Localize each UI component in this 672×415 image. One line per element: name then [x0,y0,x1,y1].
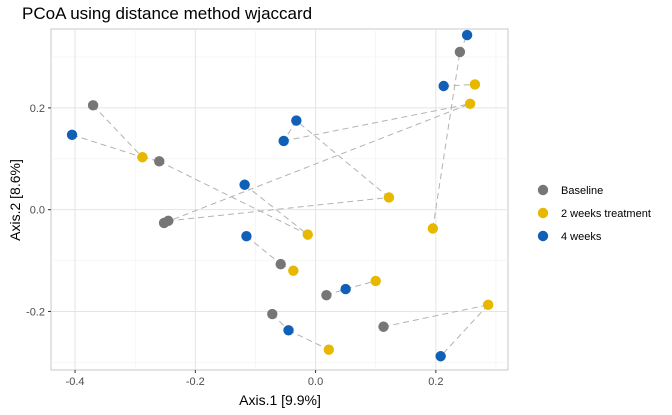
x-axis-title: Axis.1 [9.9%] [239,392,321,408]
x-tick-label: 0.2 [428,376,443,388]
point-2-weeks-treatment [383,192,395,203]
point-2-weeks-treatment [427,223,439,234]
point-baseline [154,156,165,167]
connection-line [92,104,143,158]
point-2-weeks-treatment [302,229,313,240]
point-2-weeks-treatment [137,152,148,163]
point-4-weeks [239,179,250,190]
legend-key-baseline [537,184,549,196]
connection-line [443,83,475,87]
point-4-weeks [340,283,351,295]
y-axis-title: Axis.2 [8.6%] [7,159,23,241]
y-tick-label: -0.2 [26,306,45,318]
point-4-weeks [438,80,449,92]
connection-line [296,120,390,198]
connection-line [246,235,282,265]
connection-line [168,196,389,222]
legend-label-4-weeks: 4 weeks [561,231,602,243]
point-baseline [321,289,332,301]
point-2-weeks-treatment [323,344,335,355]
point-baseline [378,321,389,332]
point-baseline [87,100,99,111]
point-baseline [454,46,466,58]
point-4-weeks [435,351,446,362]
point-4-weeks [278,135,289,147]
point-2-weeks-treatment [464,98,476,110]
legend-label-baseline: Baseline [561,185,603,197]
connection-line [163,103,471,224]
y-tick-label: 0.2 [30,103,45,115]
y-tick-label: 0.0 [30,205,45,217]
x-tick-label: -0.4 [66,376,85,388]
legend-key-4-weeks [537,230,549,242]
x-axis-ticks: -0.4 -0.2 0.0 0.2 [66,370,443,388]
x-tick-label: 0.0 [308,376,323,388]
connection-line [244,184,309,236]
point-4-weeks [291,115,302,126]
chart-title: PCoA using distance method wjaccard [22,4,312,23]
point-baseline [275,258,286,270]
connection-line [383,304,489,328]
plot-panel [50,28,509,371]
point-2-weeks-treatment [482,299,494,311]
point-baseline [158,217,170,229]
y-axis-ticks: -0.2 0.0 0.2 [26,103,51,318]
connection-line [440,304,489,357]
connection-line [283,103,471,142]
legend-label-2-weeks-treatment: 2 weeks treatment [561,208,651,220]
connection-line [159,160,308,236]
point-2-weeks-treatment [469,79,481,90]
point-4-weeks [241,230,252,242]
connection-line [288,329,330,351]
legend-key-2-weeks-treatment [537,207,549,219]
x-tick-label: -0.2 [186,376,205,388]
point-4-weeks [461,29,473,41]
connection-line [71,134,143,158]
point-4-weeks [66,129,78,141]
point-baseline [267,308,278,320]
point-4-weeks [283,325,294,336]
point-2-weeks-treatment [370,275,381,287]
legend: Baseline 2 weeks treatment 4 weeks [537,184,651,243]
point-2-weeks-treatment [288,265,299,276]
data-points [66,29,494,362]
